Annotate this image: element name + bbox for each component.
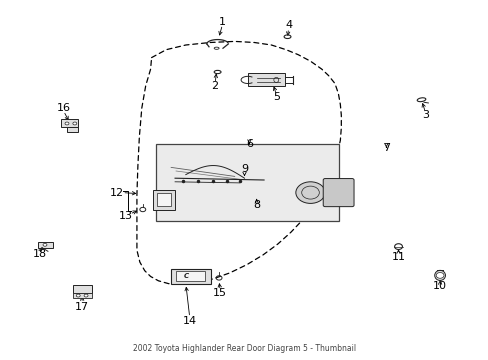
Circle shape <box>65 122 69 125</box>
Bar <box>153 190 174 210</box>
Text: 10: 10 <box>432 281 446 291</box>
Bar <box>247 73 284 86</box>
Bar <box>67 127 78 132</box>
Text: 11: 11 <box>391 252 405 262</box>
Text: 16: 16 <box>57 103 70 113</box>
Bar <box>157 193 170 206</box>
Text: 15: 15 <box>213 288 226 298</box>
Text: 8: 8 <box>253 200 260 210</box>
Text: 17: 17 <box>75 302 89 312</box>
Text: 2: 2 <box>211 81 218 91</box>
Text: 13: 13 <box>119 211 133 221</box>
Text: 2002 Toyota Highlander Rear Door Diagram 5 - Thumbnail: 2002 Toyota Highlander Rear Door Diagram… <box>133 344 355 353</box>
Circle shape <box>84 294 88 297</box>
Circle shape <box>76 294 80 297</box>
Bar <box>73 285 92 293</box>
Circle shape <box>295 182 325 203</box>
Bar <box>38 242 53 248</box>
Text: 4: 4 <box>285 20 291 30</box>
Text: 1: 1 <box>219 17 225 27</box>
Bar <box>176 271 205 281</box>
Text: 3: 3 <box>421 110 428 120</box>
Circle shape <box>73 122 77 125</box>
Circle shape <box>435 273 443 278</box>
Bar <box>73 293 92 298</box>
Ellipse shape <box>434 270 445 280</box>
Text: C: C <box>183 274 188 279</box>
Circle shape <box>43 243 47 246</box>
Bar <box>155 144 338 221</box>
Text: 12: 12 <box>110 188 124 198</box>
Text: 5: 5 <box>272 92 279 102</box>
Text: 9: 9 <box>241 164 247 174</box>
Text: 18: 18 <box>33 249 47 259</box>
Bar <box>171 269 211 284</box>
Text: 14: 14 <box>183 316 196 326</box>
Text: 6: 6 <box>245 139 252 149</box>
Text: 7: 7 <box>382 143 389 153</box>
Bar <box>61 119 78 127</box>
FancyBboxPatch shape <box>323 179 353 207</box>
